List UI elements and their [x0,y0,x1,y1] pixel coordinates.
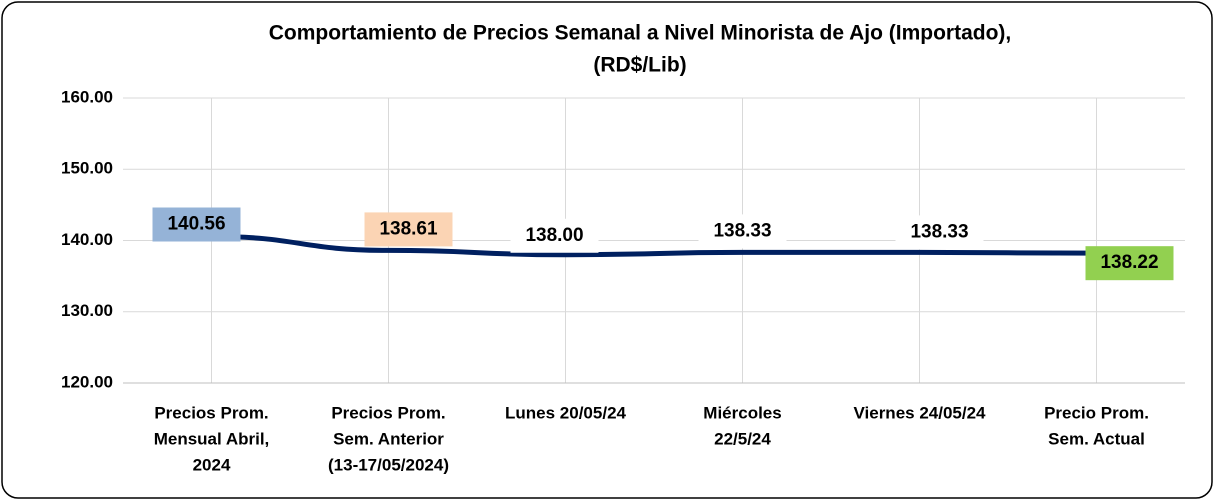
data-label-box [364,212,453,247]
data-label: 140.56 [167,214,225,235]
data-label: 138.33 [713,220,771,241]
x-tick-label: Lunes 20/05/24 [505,403,627,422]
y-tick-label: 160.00 [61,87,113,106]
data-label-box [152,207,241,242]
data-label-box [510,218,599,253]
data-label: 138.22 [1100,252,1158,273]
x-tick-label: Mensual Abril, [154,429,270,448]
y-tick-label: 150.00 [61,159,113,178]
x-tick-label: Precios Prom. [154,403,268,422]
data-label: 138.61 [379,218,438,239]
data-label-box [1085,246,1174,281]
x-tick-label: (13-17/05/2024) [328,455,449,474]
x-tick-label: Sem. Anterior [333,429,444,448]
x-tick-label: Sem. Actual [1048,429,1145,448]
x-tick-label: 2024 [193,455,231,474]
chart-title: Comportamiento de Precios Semanal a Nive… [269,22,1012,45]
y-tick-label: 140.00 [61,230,113,249]
x-tick-label: 22/5/24 [714,429,771,448]
y-tick-label: 130.00 [61,301,113,320]
data-label-box [698,214,787,249]
line [209,234,1099,258]
chart-title: (RD$/Lib) [593,54,686,77]
x-tick-label: Precios Prom. [331,403,445,422]
x-tick-label: Precio Prom. [1044,403,1149,422]
data-label-box [895,215,984,250]
data-label: 138.00 [525,225,583,246]
data-label: 138.33 [910,221,968,242]
x-tick-label: Viernes 24/05/24 [853,403,986,422]
y-tick-label: 120.00 [61,372,113,391]
x-tick-label: Miércoles [703,403,781,422]
